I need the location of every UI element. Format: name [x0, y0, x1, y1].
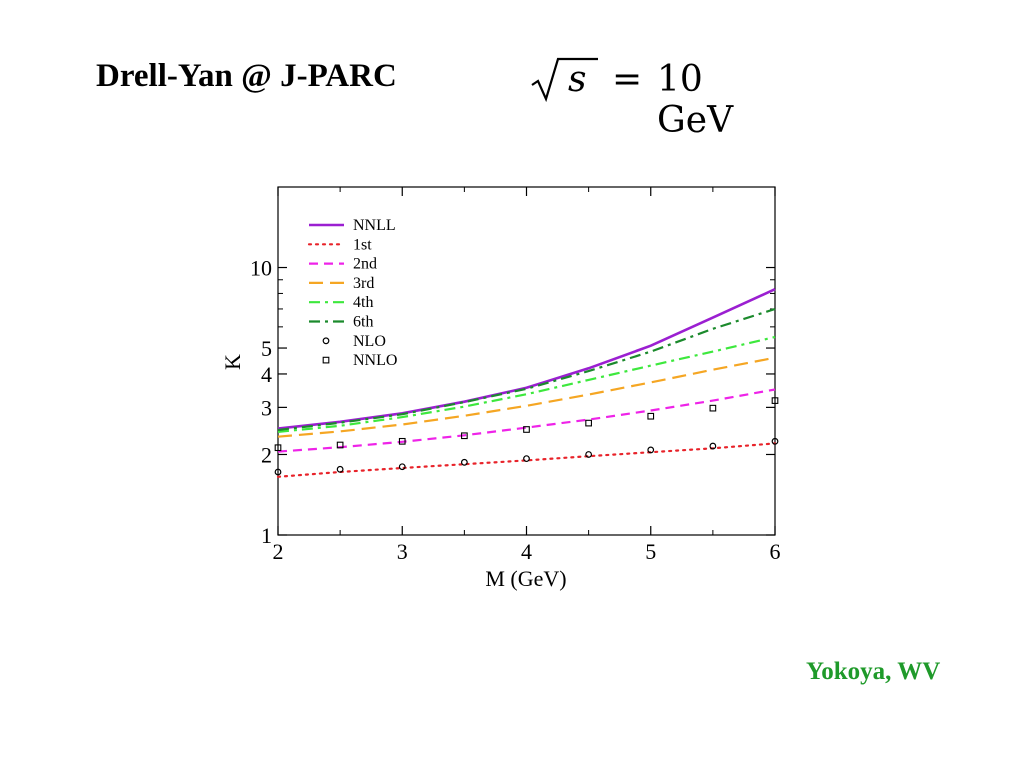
legend-label: 4th — [353, 294, 373, 311]
x-tick-label: 2 — [273, 539, 284, 564]
legend-swatch — [322, 337, 330, 345]
legend-label: 2nd — [353, 256, 377, 273]
nnlo-point — [461, 432, 468, 440]
legend-label: 1st — [353, 236, 372, 253]
nlo-point — [771, 437, 779, 445]
legend-item-6th: 6th — [309, 314, 373, 331]
x-tick-label: 5 — [645, 539, 656, 564]
legend-item-4th: 4th — [309, 294, 373, 311]
x-tick-label: 3 — [397, 539, 408, 564]
series-nlo — [274, 437, 779, 476]
nlo-point — [274, 468, 282, 476]
formula-radicand: s — [568, 59, 587, 100]
nlo-point — [647, 446, 655, 454]
nnlo-point — [523, 426, 530, 433]
nnlo-point — [585, 419, 592, 427]
series-nnlo — [274, 397, 779, 452]
series-layer — [274, 288, 779, 478]
legend-label: 6th — [353, 314, 373, 331]
nnlo-point — [771, 397, 779, 404]
legend-label: NNLL — [353, 217, 396, 234]
legend: NNLL 1st 2nd 3rd 4th 6th NLO NNLO — [307, 217, 397, 369]
y-axis-label: K — [220, 354, 245, 370]
legend-label: NLO — [353, 333, 386, 350]
legend-item-2nd: 2nd — [309, 256, 377, 273]
nlo-point — [585, 451, 593, 458]
series-nnll — [277, 288, 776, 430]
y-tick-label: 1 — [261, 523, 272, 548]
legend-item-nlo: NLO — [322, 333, 386, 350]
formula-value: 10 GeV — [657, 59, 734, 141]
nlo-point — [709, 442, 717, 450]
series-line — [277, 388, 776, 453]
x-tick-label: 6 — [770, 539, 781, 564]
series-2nd — [277, 388, 776, 453]
nnlo-point — [336, 441, 344, 449]
legend-item-3rd: 3rd — [309, 275, 374, 292]
nnlo-point — [274, 444, 282, 452]
x-axis-label: M (GeV) — [485, 566, 566, 591]
nnlo-point — [709, 404, 717, 412]
legend-swatch — [322, 356, 330, 364]
nlo-point — [523, 455, 530, 463]
series-line — [277, 307, 776, 432]
legend-item-nnll: NNLL — [309, 217, 396, 234]
y-tick-label: 5 — [261, 336, 272, 361]
formula-equals: = — [612, 59, 643, 100]
series-1st — [276, 442, 777, 478]
y-tick-label: 10 — [250, 256, 272, 281]
sqrt-sign — [530, 55, 600, 114]
nlo-point — [398, 463, 406, 471]
credit-text: Yokoya, WV — [806, 658, 941, 685]
nlo-point — [336, 465, 344, 473]
nnlo-point — [398, 437, 406, 445]
legend-item-nnlo: NNLO — [322, 352, 397, 369]
y-tick-label: 4 — [261, 362, 272, 387]
series-line — [277, 288, 776, 430]
y-tick-label: 3 — [261, 395, 272, 420]
legend-label: 3rd — [353, 275, 374, 292]
slide-title: Drell-Yan @ J-PARC — [96, 58, 397, 94]
legend-label: NNLO — [353, 352, 397, 369]
nnlo-point — [647, 412, 655, 420]
x-tick-label: 4 — [521, 539, 532, 564]
y-tick-label: 2 — [261, 442, 272, 467]
nlo-point — [460, 458, 468, 466]
series-6th — [277, 307, 776, 432]
series-line — [276, 442, 777, 478]
legend-item-1st: 1st — [307, 236, 372, 253]
